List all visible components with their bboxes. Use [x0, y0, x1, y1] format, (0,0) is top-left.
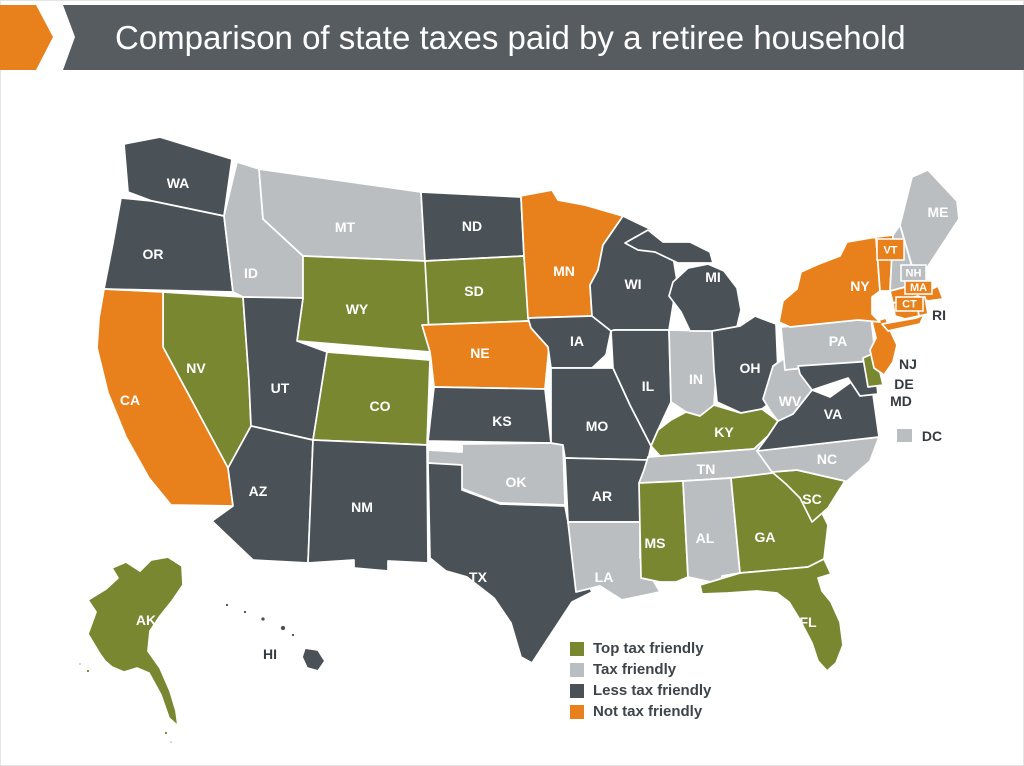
state-label-AR: AR: [592, 488, 612, 504]
state-label-CO: CO: [370, 398, 391, 414]
header-bar: [63, 5, 1024, 70]
state-label-SC: SC: [802, 491, 821, 507]
legend-label-less: Less tax friendly: [593, 682, 712, 699]
legend-swatch-less: [570, 683, 584, 698]
legend-label-not: Not tax friendly: [593, 703, 703, 720]
legend-item-friendly: Tax friendly: [570, 659, 711, 680]
state-label-NH: NH: [906, 268, 922, 280]
state-label-MN: MN: [553, 263, 575, 279]
state-label-KS: KS: [492, 413, 511, 429]
callout-NH: NH: [900, 264, 927, 282]
state-label-TX: TX: [469, 569, 488, 585]
state-label-KY: KY: [714, 424, 734, 440]
state-label-GA: GA: [755, 529, 776, 545]
header-banner-shape: [0, 5, 1024, 70]
callout-MA: MA: [904, 280, 933, 295]
header-arrow-icon: [0, 5, 53, 70]
callout-VT: VT: [876, 238, 905, 261]
state-label-MT: MT: [335, 219, 356, 235]
state-TX: [427, 462, 593, 664]
state-MS: [638, 480, 689, 583]
state-NM: [307, 439, 429, 572]
legend-label-top: Top tax friendly: [593, 640, 704, 657]
state-label-MI: MI: [705, 269, 721, 285]
state-label-OK: OK: [506, 474, 527, 490]
state-label-CT: CT: [902, 299, 917, 311]
callout-CT: CT: [895, 296, 924, 312]
state-label-FL: FL: [799, 614, 817, 630]
state-label-SD: SD: [464, 283, 483, 299]
legend-swatch-friendly: [570, 662, 584, 677]
state-label-MO: MO: [586, 418, 609, 434]
state-AK: [77, 556, 184, 745]
slide-title: Comparison of state taxes paid by a reti…: [115, 19, 906, 56]
legend-item-top: Top tax friendly: [570, 638, 711, 659]
header-banner: Comparison of state taxes paid by a reti…: [0, 0, 1024, 75]
state-label-UT: UT: [271, 380, 290, 396]
state-VA: [756, 381, 880, 452]
legend-label-friendly: Tax friendly: [593, 661, 677, 678]
legend: Top tax friendly Tax friendly Less tax fri…: [570, 638, 711, 722]
state-label-NE: NE: [470, 345, 489, 361]
state-label-OR: OR: [143, 246, 164, 262]
state-label-DE: DE: [894, 376, 913, 392]
state-label-NV: NV: [186, 360, 206, 376]
state-label-TN: TN: [697, 461, 716, 477]
state-label-ND: ND: [462, 218, 482, 234]
state-label-AZ: AZ: [249, 483, 268, 499]
legend-swatch-not: [570, 704, 584, 719]
state-label-ID: ID: [244, 265, 258, 281]
state-label-DC: DC: [922, 428, 942, 444]
state-label-ME: ME: [928, 204, 949, 220]
state-label-IA: IA: [570, 333, 584, 349]
state-label-VT: VT: [883, 245, 897, 257]
state-CA: [96, 288, 234, 507]
state-DC-swatch: [897, 429, 912, 442]
state-MI: [624, 229, 742, 332]
legend-swatch-top: [570, 641, 584, 656]
state-label-WV: WV: [779, 393, 802, 409]
state-label-WY: WY: [346, 301, 369, 317]
state-label-IN: IN: [689, 371, 703, 387]
state-label-IL: IL: [642, 378, 655, 394]
state-label-RI: RI: [932, 307, 946, 323]
state-HI: [224, 602, 326, 672]
state-label-HI: HI: [263, 646, 277, 662]
state-KS: [427, 386, 552, 444]
state-label-AL: AL: [696, 530, 715, 546]
state-label-VA: VA: [824, 406, 842, 422]
legend-item-less: Less tax friendly: [570, 680, 711, 701]
state-label-WI: WI: [624, 276, 641, 292]
state-label-AK: AK: [136, 612, 156, 628]
state-label-NM: NM: [351, 499, 373, 515]
state-label-MS: MS: [645, 535, 666, 551]
state-FL: [699, 558, 844, 672]
state-label-MD: MD: [890, 393, 912, 409]
state-label-NY: NY: [850, 278, 870, 294]
state-label-LA: LA: [595, 569, 614, 585]
state-WY: [296, 255, 431, 353]
state-label-MA: MA: [910, 282, 927, 294]
state-labels: WA OR CA NV ID MT WY UT CO AZ NM ND SD NE KS OK TX MN IA MO…: [120, 175, 949, 662]
state-label-NJ: NJ: [899, 356, 917, 372]
state-label-CA: CA: [120, 392, 140, 408]
legend-item-not: Not tax friendly: [570, 701, 711, 722]
state-label-PA: PA: [829, 333, 847, 349]
state-label-WA: WA: [167, 175, 190, 191]
state-label-OH: OH: [740, 360, 761, 376]
state-label-NC: NC: [817, 451, 837, 467]
